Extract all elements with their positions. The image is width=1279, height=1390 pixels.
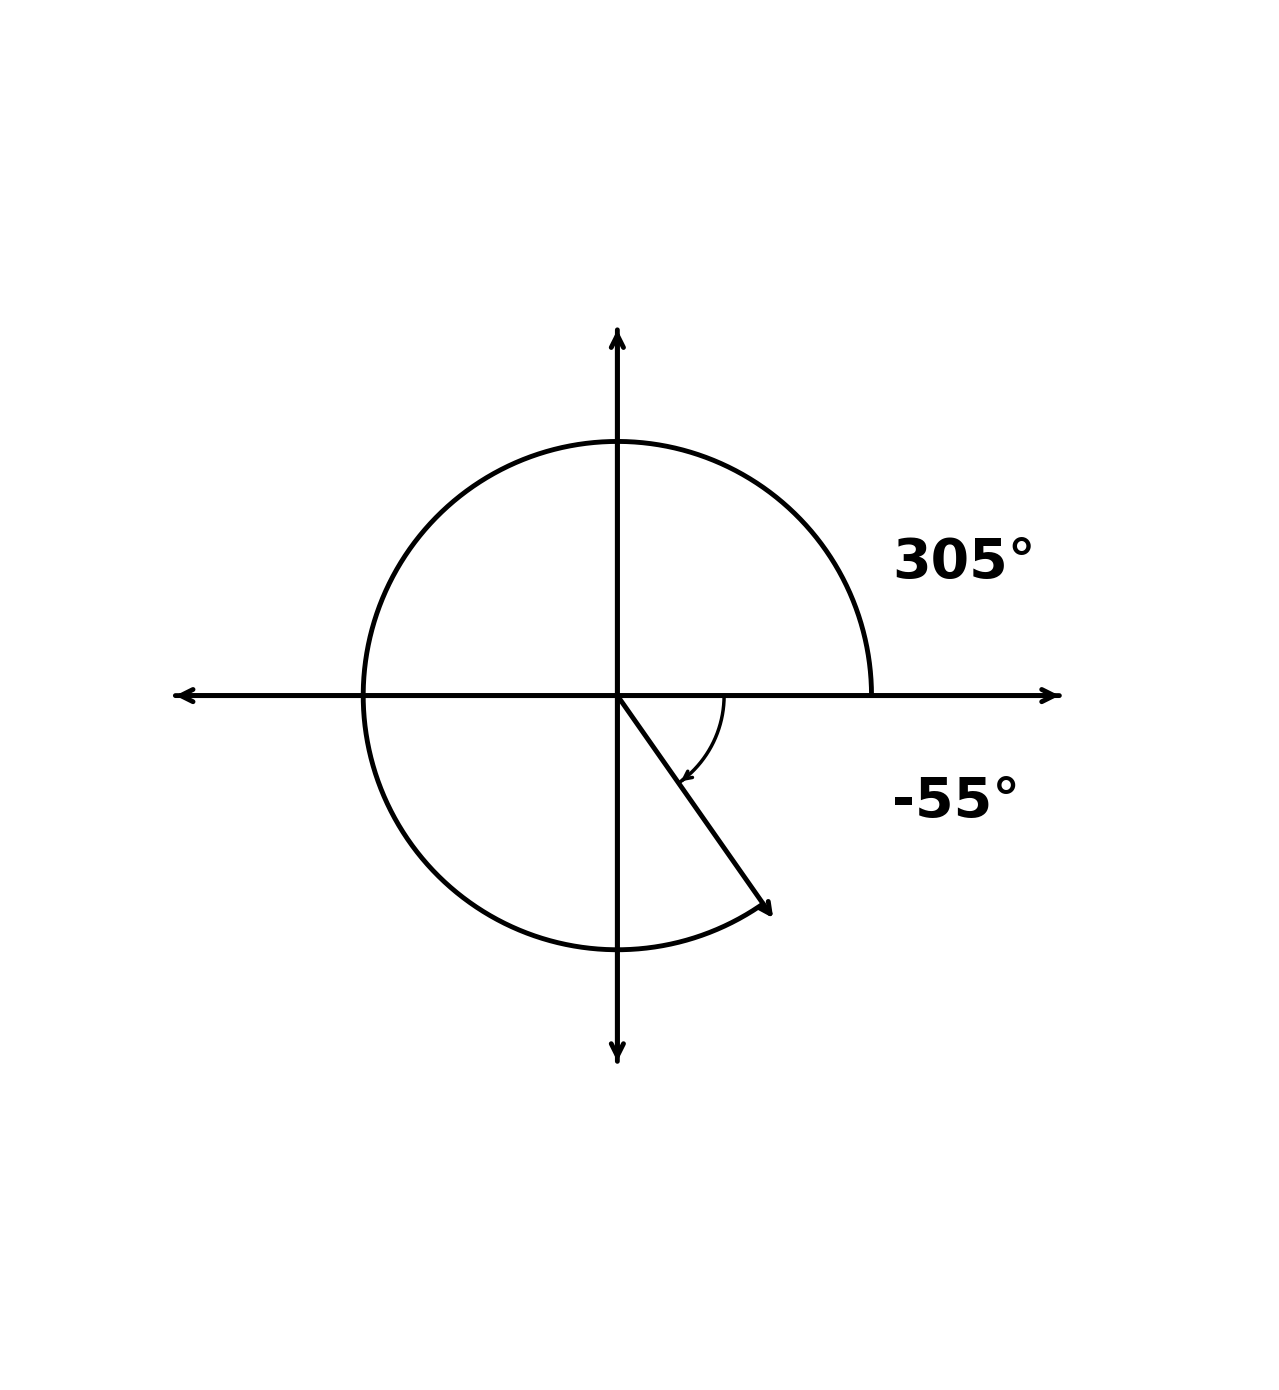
Text: 305°: 305° <box>891 537 1036 591</box>
Text: -55°: -55° <box>891 776 1019 830</box>
